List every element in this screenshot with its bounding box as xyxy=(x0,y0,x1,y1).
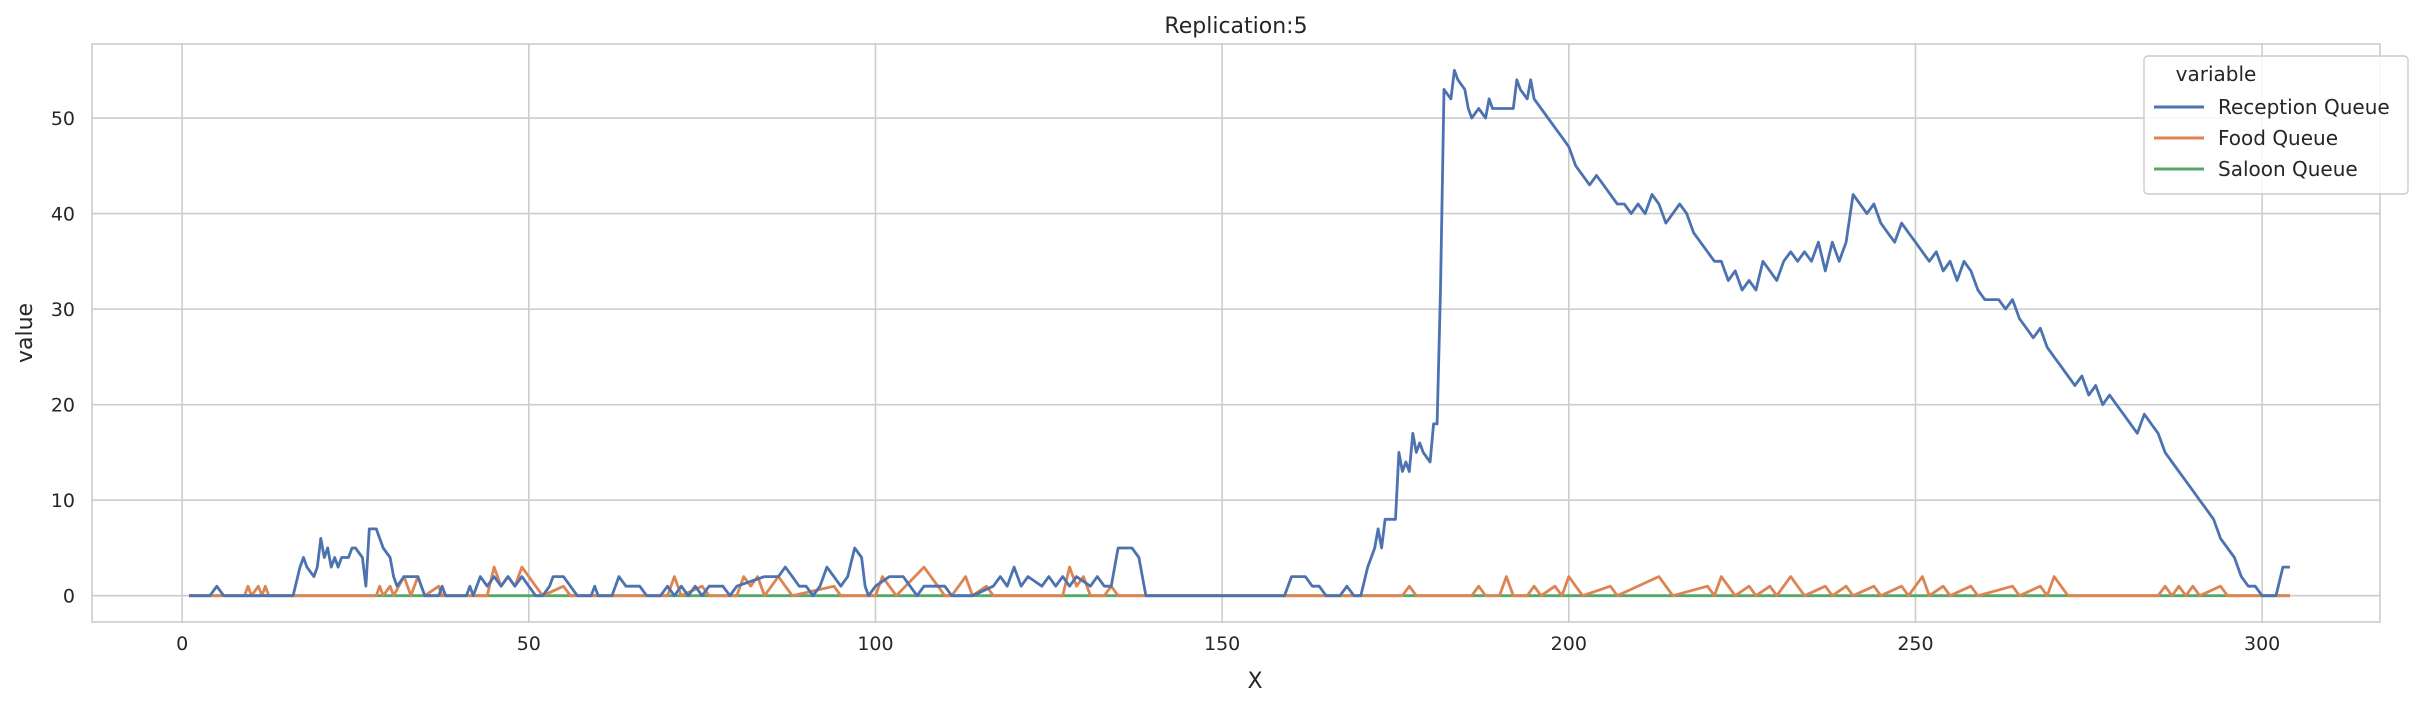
x-tick-label-100: 100 xyxy=(857,633,893,655)
plot-frame xyxy=(91,43,2381,623)
series-line-reception-queue xyxy=(189,68,2290,598)
legend-entry-saloon-queue: Saloon Queue xyxy=(2218,157,2358,181)
x-tick-label-50: 50 xyxy=(517,633,541,655)
x-tick-label-0: 0 xyxy=(176,633,188,655)
series-lines xyxy=(189,68,2290,598)
y-tick-label-50: 50 xyxy=(51,108,75,130)
x-tick-labels: 0 50 100 150 200 250 300 xyxy=(176,633,2280,655)
y-tick-label-20: 20 xyxy=(51,395,75,417)
legend: variable Reception Queue Food Queue Salo… xyxy=(2143,55,2409,195)
legend-entry-reception-queue: Reception Queue xyxy=(2218,95,2390,119)
y-tick-labels: 0 10 20 30 40 50 xyxy=(51,108,75,608)
y-tick-label-0: 0 xyxy=(63,586,75,608)
chart-title: Replication:5 xyxy=(1164,14,1307,39)
plot-background xyxy=(92,44,2380,622)
y-tick-label-40: 40 xyxy=(51,204,75,226)
legend-box xyxy=(2143,55,2409,195)
legend-title: variable xyxy=(2176,62,2257,86)
legend-entry-food-queue: Food Queue xyxy=(2218,126,2338,150)
y-tick-label-30: 30 xyxy=(51,299,75,321)
y-axis-label: value xyxy=(13,303,38,363)
x-tick-label-150: 150 xyxy=(1204,633,1240,655)
x-tick-label-200: 200 xyxy=(1551,633,1587,655)
x-tick-label-300: 300 xyxy=(2244,633,2280,655)
x-axis-label: X xyxy=(1247,669,1262,694)
y-tick-label-10: 10 xyxy=(51,490,75,512)
x-tick-label-250: 250 xyxy=(1897,633,1933,655)
